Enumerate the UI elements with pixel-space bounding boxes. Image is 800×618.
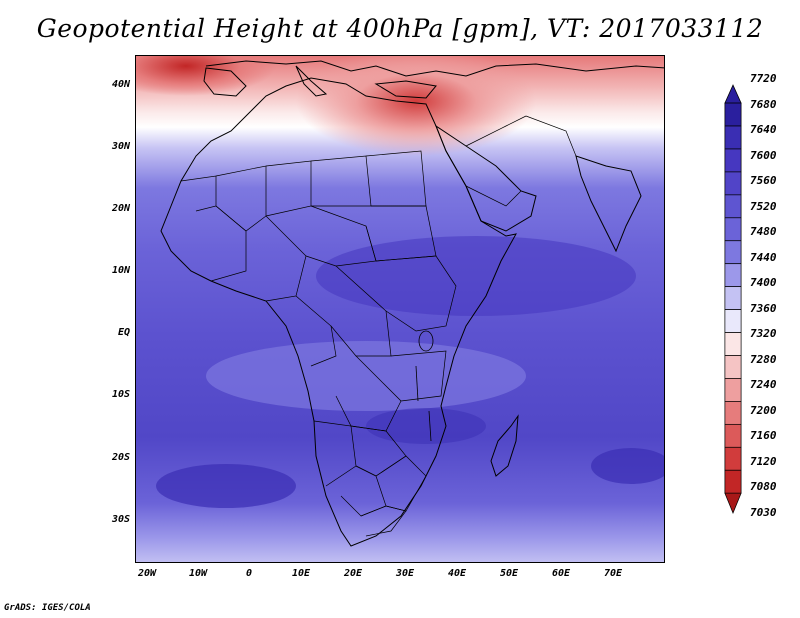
- lat-label-40n: 40N: [111, 79, 130, 90]
- colorbar-tick-label: 7720: [750, 72, 777, 85]
- map-plot-area: [135, 55, 665, 563]
- deep-patch-south-atlantic: [156, 464, 296, 508]
- colorbar-tick-label: 7080: [750, 480, 777, 493]
- arabia-coastline: [434, 124, 537, 232]
- colorbar-tick-label: 7600: [750, 148, 777, 162]
- colorbar-swatch: [724, 469, 742, 494]
- geopotential-map-svg: [136, 56, 664, 562]
- colorbar-swatch: [724, 332, 742, 356]
- colorbar-swatch: [724, 102, 742, 127]
- lakes: [415, 330, 434, 442]
- lon-label-30e: 30E: [395, 568, 415, 579]
- colorbar-swatch: [724, 240, 742, 265]
- coastlines: [160, 60, 664, 547]
- colorbar-swatch: [724, 378, 742, 402]
- lon-label-20w: 20W: [137, 568, 157, 579]
- lat-label-30s: 30S: [111, 514, 130, 525]
- colorbar-min-arrow: [724, 492, 742, 514]
- map-title: Geopotential Height at 400hPa [gpm], VT:…: [36, 14, 764, 43]
- lon-label-50e: 50E: [499, 568, 519, 579]
- colorbar-tick-label: 7440: [750, 250, 777, 264]
- colorbar-tick-label: 7280: [750, 352, 777, 366]
- colorbar-tick-label: 7240: [750, 378, 777, 391]
- warm-anomaly-east-med: [296, 56, 536, 156]
- colorbar-swatch: [724, 125, 742, 150]
- india-coastline: [575, 155, 642, 253]
- lon-label-10e: 10E: [291, 568, 311, 579]
- colorbar-swatch: [724, 148, 742, 173]
- colorbar-tick-label: 7320: [750, 327, 777, 340]
- colorbar-swatch: [724, 194, 742, 219]
- colorbar-tick-label: 7480: [750, 225, 777, 238]
- colorbar-swatch: [724, 171, 742, 196]
- colorbar-tick-label: 7200: [750, 403, 777, 417]
- europe-coastline: [205, 60, 664, 77]
- lat-label-eq: EQ: [117, 327, 130, 338]
- deep-patch-southern-africa: [366, 408, 486, 444]
- footer-credit: GrADS: IGES/COLA: [4, 603, 91, 613]
- lon-label-10w: 10W: [188, 568, 208, 579]
- lon-label-40e: 40E: [447, 568, 467, 579]
- colorbar-tick-label: 7030: [750, 505, 777, 519]
- lon-label-20e: 20E: [343, 568, 363, 579]
- colorbar-max-arrow: [724, 84, 742, 104]
- colorbar-swatch: [724, 423, 742, 448]
- colorbar-tick-label: 7520: [750, 199, 777, 213]
- lat-label-20n: 20N: [111, 203, 130, 214]
- colorbar-tick-label: 7120: [750, 454, 777, 468]
- lake-malawi: [428, 410, 432, 442]
- lat-label-10s: 10S: [111, 389, 130, 400]
- colorbar-swatch: [724, 286, 742, 310]
- warm-anomaly-northwest: [136, 56, 276, 96]
- deep-patch-indian-ocean: [591, 448, 664, 484]
- madagascar-coastline: [490, 414, 519, 477]
- colorbar-tick-label: 7640: [750, 123, 777, 136]
- lon-label-70e: 70E: [603, 568, 623, 579]
- colorbar-swatch: [724, 401, 742, 425]
- lake-tanganyika: [415, 365, 419, 402]
- colorbar: [724, 84, 742, 514]
- colorbar-tick-label: 7360: [750, 301, 777, 315]
- colorbar-tick-label: 7560: [750, 174, 777, 187]
- colorbar-tick-label: 7160: [750, 429, 777, 442]
- deep-band-horn: [316, 236, 636, 316]
- colorbar-tick-label: 7680: [750, 97, 777, 111]
- country-borders: [180, 115, 577, 537]
- colorbar-swatch: [724, 217, 742, 242]
- light-band-central-africa: [206, 341, 526, 411]
- lat-label-30n: 30N: [111, 141, 130, 152]
- lon-label-0: 0: [245, 568, 253, 579]
- colorbar-swatch: [724, 446, 742, 471]
- italy-coastline: [295, 65, 328, 97]
- lat-label-20s: 20S: [111, 452, 130, 463]
- colorbar-swatch: [724, 355, 742, 379]
- turkey-coastline: [374, 80, 437, 99]
- lat-label-10n: 10N: [111, 265, 130, 276]
- colorbar-swatch: [724, 309, 742, 333]
- lake-victoria: [418, 330, 434, 352]
- colorbar-swatch: [724, 263, 742, 288]
- iberia-coastline: [203, 67, 247, 97]
- lon-label-60e: 60E: [551, 568, 571, 579]
- colorbar-tick-label: 7400: [750, 276, 777, 289]
